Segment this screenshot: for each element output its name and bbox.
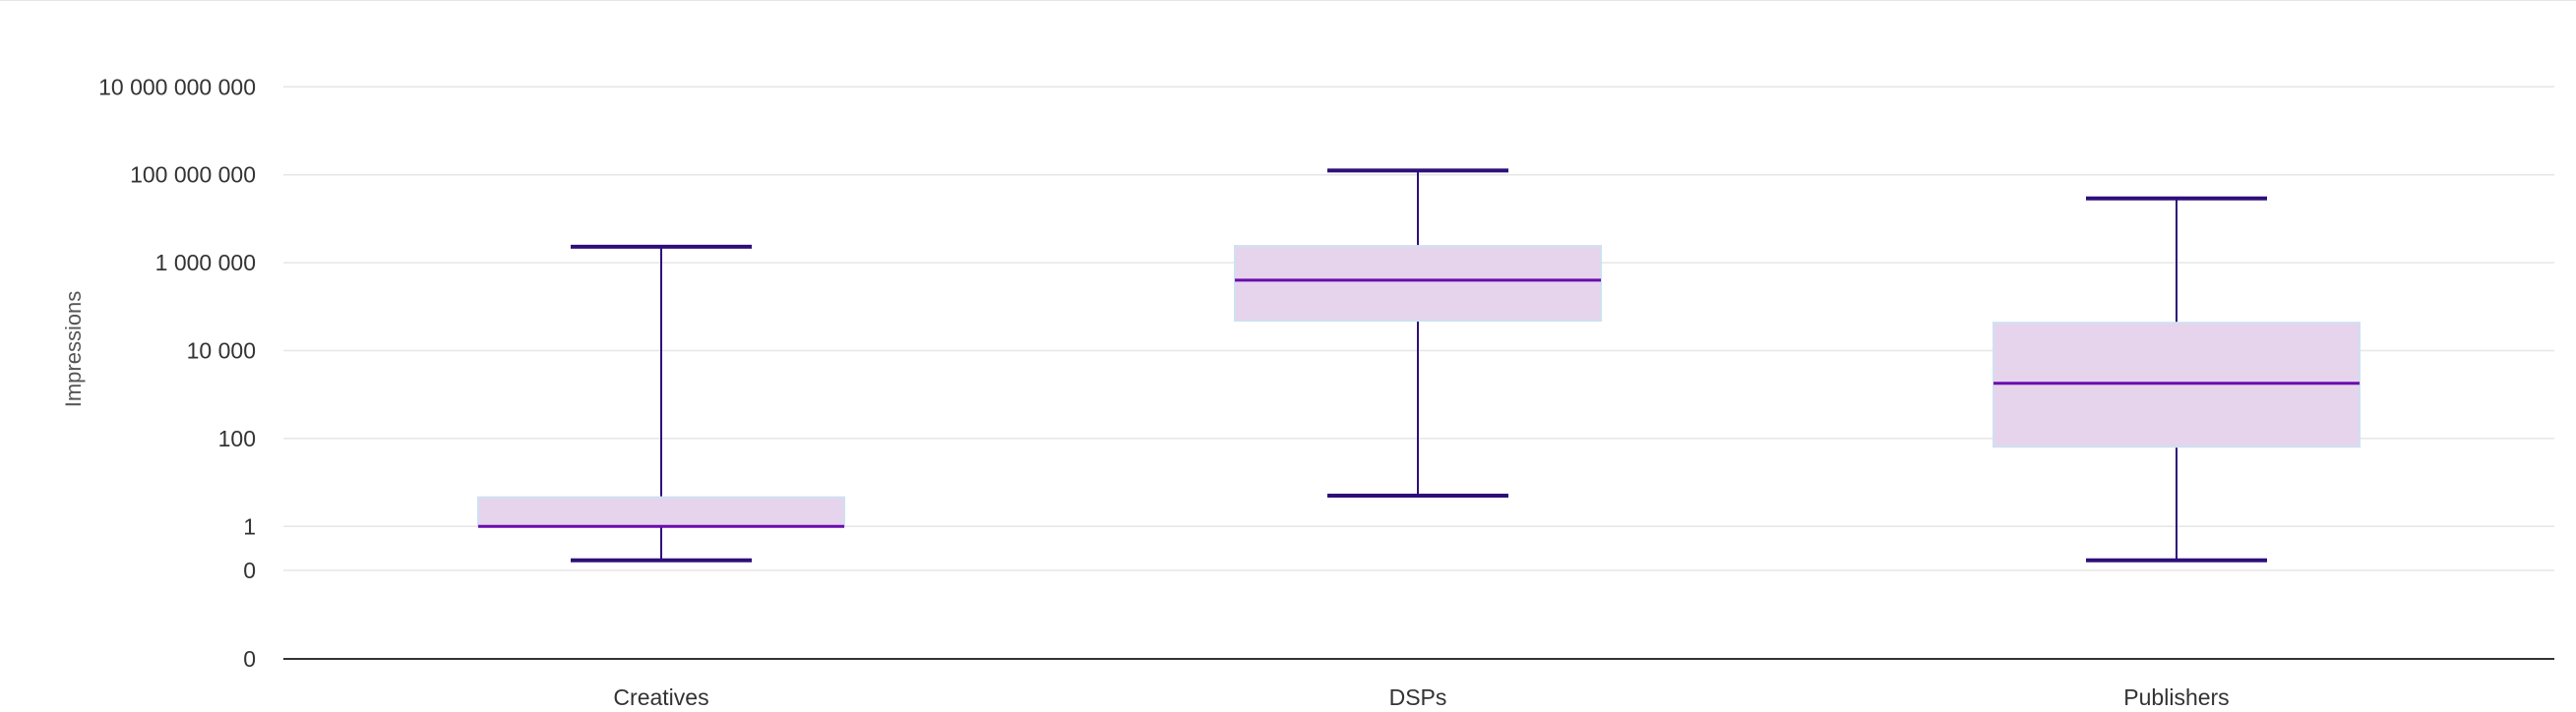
y-tick-label: 1 xyxy=(243,513,256,539)
y-tick-label: 100 xyxy=(218,426,256,451)
y-axis-ticks: 0 0 1 100 10 000 1 000 000 100 000 000 10 000 0… xyxy=(98,74,256,672)
y-tick-label: 10 000 xyxy=(187,338,256,364)
iqr-box xyxy=(1234,245,1602,323)
iqr-box xyxy=(477,496,845,528)
box-publishers xyxy=(1993,196,2361,563)
box-creatives xyxy=(477,244,845,563)
y-tick-label: 100 000 000 xyxy=(130,162,256,188)
x-tick-label: Publishers xyxy=(2123,684,2229,710)
x-axis-labels: Creatives DSPs Publishers xyxy=(613,684,2229,710)
boxes xyxy=(477,168,2361,563)
box-dsps xyxy=(1234,168,1602,499)
y-tick-label: 0 xyxy=(243,558,256,583)
x-tick-label: DSPs xyxy=(1389,684,1447,710)
x-tick-label: Creatives xyxy=(613,684,708,710)
y-tick-label: 1 000 000 xyxy=(155,250,256,275)
y-tick-label: 0 xyxy=(243,646,256,672)
y-axis-title: Impressions xyxy=(61,291,86,408)
y-tick-label: 10 000 000 000 xyxy=(98,74,256,99)
